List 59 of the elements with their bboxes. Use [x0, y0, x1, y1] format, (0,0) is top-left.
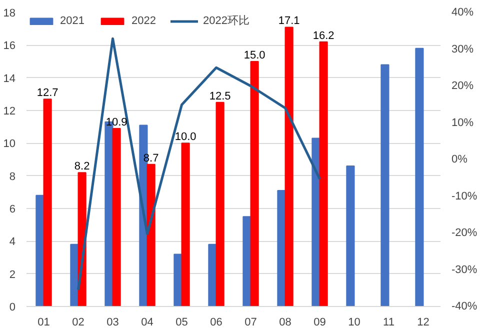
bar [319, 41, 328, 306]
bar [181, 142, 190, 306]
bar [250, 61, 259, 306]
bar [208, 244, 217, 306]
y2-tick-label: 0% [452, 154, 468, 166]
y2-tick-label: 10% [452, 116, 474, 129]
bar [277, 190, 286, 306]
y-tick-label: 8 [9, 170, 16, 183]
bar [146, 164, 156, 306]
bar [415, 48, 424, 306]
data-label: 12.5 [209, 90, 231, 102]
x-tick-label: 08 [279, 316, 292, 328]
y2-tick-label: -20% [452, 227, 478, 239]
bar [112, 128, 121, 306]
x-tick-label: 04 [141, 316, 154, 328]
y2-tick-label: 30% [452, 43, 474, 56]
y2-tick-label: 20% [452, 80, 474, 92]
legend-label: 2021 [60, 14, 84, 26]
x-tick-label: 10 [348, 316, 360, 328]
data-label: 17.1 [278, 15, 300, 28]
y-tick-label: 6 [9, 204, 16, 216]
y-tick-label: 16 [3, 40, 16, 52]
data-label: 15.0 [244, 50, 266, 62]
y-tick-label: 0 [9, 302, 16, 314]
bar [242, 216, 252, 306]
bar [70, 244, 79, 306]
bar [284, 26, 294, 306]
y2-tick-label: 40% [452, 6, 474, 18]
y-tick-label: 4 [9, 236, 16, 248]
legend-label: 2022 [131, 14, 156, 26]
x-tick-label: 01 [38, 316, 50, 328]
x-tick-label: 11 [383, 316, 394, 328]
legend-label: 2022环比 [202, 14, 250, 28]
data-label: 10.0 [174, 131, 196, 144]
x-tick-label: 12 [417, 316, 430, 328]
bar [380, 64, 390, 306]
x-tick-label: 06 [210, 316, 222, 328]
bar [346, 166, 355, 306]
y2-tick-label: -30% [452, 264, 478, 276]
x-tick-label: 07 [244, 316, 257, 328]
y-tick-label: 18 [3, 8, 16, 20]
y2-tick-label: -10% [452, 190, 478, 202]
data-label: 8.2 [74, 160, 90, 173]
y-tick-label: 12 [3, 106, 16, 118]
bar [43, 98, 52, 306]
bar [312, 138, 320, 306]
y2-tick-label: -40% [452, 300, 478, 312]
x-tick-label: 05 [176, 316, 188, 328]
y-tick-label: 2 [9, 268, 16, 281]
x-tick-label: 09 [314, 316, 326, 328]
x-tick-label: 02 [72, 316, 84, 328]
data-label: 12.7 [36, 87, 58, 100]
bar [36, 194, 44, 306]
bar [216, 102, 224, 306]
x-tick-label: 03 [106, 316, 119, 328]
data-label: 16.2 [312, 30, 334, 42]
y-tick-label: 14 [3, 72, 16, 85]
bar [174, 254, 182, 306]
y-tick-label: 10 [3, 138, 16, 150]
